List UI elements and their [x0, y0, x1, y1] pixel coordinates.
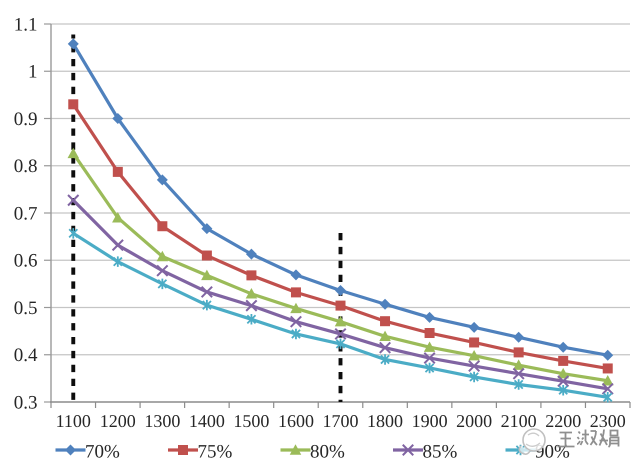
svg-text:1200: 1200 — [100, 411, 136, 431]
svg-text:1400: 1400 — [189, 411, 225, 431]
svg-text:2100: 2100 — [501, 411, 537, 431]
svg-text:2000: 2000 — [456, 411, 492, 431]
svg-text:1100: 1100 — [56, 411, 91, 431]
svg-text:0.8: 0.8 — [14, 156, 38, 177]
svg-text:1800: 1800 — [367, 411, 403, 431]
svg-text:1700: 1700 — [323, 411, 359, 431]
svg-text:1900: 1900 — [412, 411, 448, 431]
svg-text:1: 1 — [28, 62, 38, 83]
svg-text:1300: 1300 — [144, 411, 180, 431]
svg-text:80%: 80% — [310, 442, 345, 463]
svg-text:0.6: 0.6 — [14, 251, 38, 272]
svg-text:0.5: 0.5 — [14, 298, 38, 319]
svg-text:75%: 75% — [198, 442, 233, 463]
svg-text:2200: 2200 — [545, 411, 581, 431]
svg-text:70%: 70% — [85, 442, 120, 463]
svg-text:0.9: 0.9 — [14, 109, 38, 130]
svg-text:85%: 85% — [423, 442, 458, 463]
svg-text:0.7: 0.7 — [14, 203, 38, 224]
svg-text:0.3: 0.3 — [14, 392, 38, 413]
svg-text:1500: 1500 — [233, 411, 269, 431]
svg-text:2300: 2300 — [590, 411, 626, 431]
svg-text:0.4: 0.4 — [14, 345, 38, 366]
svg-text:1.1: 1.1 — [14, 14, 38, 35]
svg-text:1600: 1600 — [278, 411, 314, 431]
